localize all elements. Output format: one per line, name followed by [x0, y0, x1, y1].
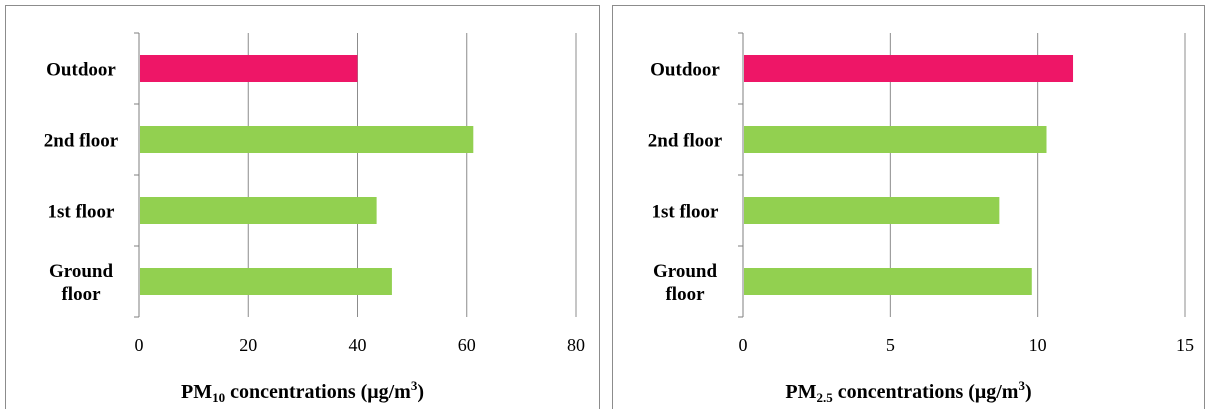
x-title-end: )	[417, 381, 425, 403]
category-label-line: floor	[665, 284, 705, 305]
bar-outdoor	[140, 55, 358, 82]
x-tick-label: 15	[1176, 335, 1194, 355]
pm25-bar-chart: 0 5 10 15 Outdoor 2nd floor 1st floor Ground flo…	[648, 32, 1194, 355]
pm25-chart-panel: 0 5 10 15 Outdoor 2nd floor 1st floor Ground flo…	[612, 5, 1205, 409]
x-title-sub: 2.5	[816, 390, 833, 405]
bar-2nd-floor	[744, 126, 1047, 153]
x-tick-label: 60	[458, 335, 476, 355]
category-label: 1st floor	[47, 202, 115, 223]
x-title-base: PM	[180, 381, 213, 403]
x-title-sup: 3	[1018, 378, 1025, 393]
x-tick-label: 10	[1029, 335, 1047, 355]
x-tick-label: 20	[239, 335, 257, 355]
x-tick-label: 40	[349, 335, 367, 355]
x-title-end: )	[1024, 381, 1032, 403]
category-label: 2nd floor	[648, 131, 723, 152]
pm25-x-axis-title: PM2.5 concentrations (μg/m3)	[613, 378, 1204, 406]
x-tick-label: 5	[886, 335, 895, 355]
category-label: Ground floor	[49, 261, 114, 305]
bar-1st-floor	[744, 197, 1000, 224]
category-label-line: Outdoor	[650, 60, 720, 81]
category-label-line: 2nd floor	[44, 131, 119, 152]
bar-1st-floor	[140, 197, 377, 224]
category-label-line: Ground	[49, 261, 114, 282]
category-label: Outdoor	[46, 60, 116, 81]
bar-2nd-floor	[140, 126, 474, 153]
category-label: 1st floor	[651, 202, 719, 223]
x-tick-label: 0	[135, 335, 144, 355]
x-title-sub: 10	[212, 390, 226, 405]
x-tick-label: 0	[739, 335, 748, 355]
pm10-chart-panel: 0 20 40 60 80 Outdoor 2nd floor 1st floor Ground…	[5, 5, 600, 409]
category-label-line: 1st floor	[47, 202, 115, 223]
bar-ground-floor	[744, 268, 1032, 295]
category-label: Ground floor	[653, 261, 718, 305]
x-tick-label: 80	[567, 335, 585, 355]
category-label-line: floor	[61, 284, 101, 305]
category-label: 2nd floor	[44, 131, 119, 152]
x-title-rest: concentrations (μg/m	[832, 381, 1019, 403]
category-label-line: Outdoor	[46, 60, 116, 81]
category-label: Outdoor	[650, 60, 720, 81]
x-title-sup: 3	[410, 378, 418, 393]
category-label-line: 2nd floor	[648, 131, 723, 152]
category-label-line: Ground	[653, 261, 718, 282]
x-title-base: PM	[785, 381, 817, 403]
pm10-bar-chart: 0 20 40 60 80 Outdoor 2nd floor 1st floor Ground…	[44, 32, 585, 355]
category-label-line: 1st floor	[651, 202, 719, 223]
bar-ground-floor	[140, 268, 392, 295]
bar-outdoor	[744, 55, 1074, 82]
pm10-x-axis-title: PM10 concentrations (μg/m3)	[6, 378, 599, 406]
x-title-rest: concentrations (μg/m	[225, 381, 411, 403]
